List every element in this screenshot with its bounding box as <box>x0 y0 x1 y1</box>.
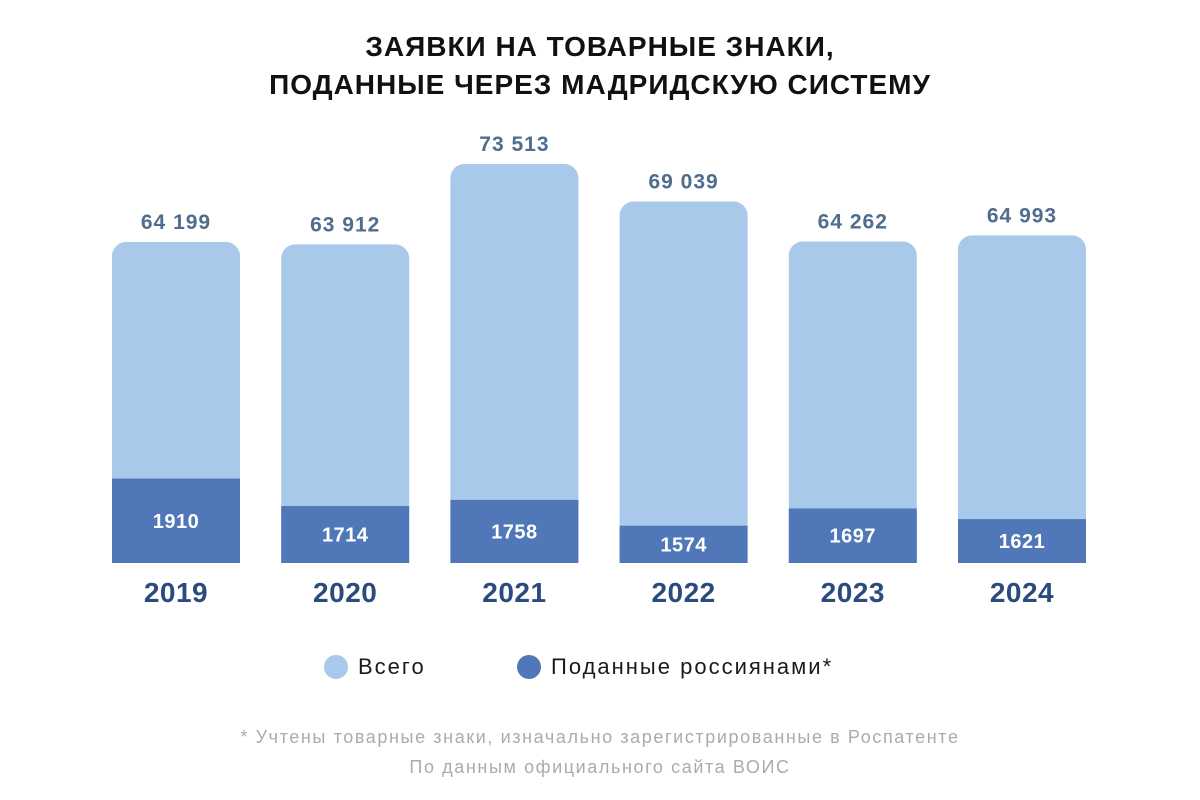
bar-chart: 64 199 1910 2019 63 912 1714 2020 73 513 1758 20… <box>112 133 1086 608</box>
value-label-total-2020: 63 912 <box>310 213 380 236</box>
bar-total-2020 <box>281 244 410 563</box>
category-label-2024: 2024 <box>990 577 1054 608</box>
value-label-russian-2023: 1697 <box>830 526 877 548</box>
bar-russian-2023 <box>788 508 917 563</box>
legend-label-russian: Поданные россиянами* <box>551 654 834 679</box>
value-label-total-2019: 64 199 <box>141 211 211 234</box>
value-label-russian-2020: 1714 <box>322 525 369 547</box>
bar-total-2022 <box>619 201 748 563</box>
chart-title: ЗАЯВКИ НА ТОВАРНЫЕ ЗНАКИ, ПОДАННЫЕ ЧЕРЕЗ… <box>269 31 931 100</box>
legend-swatch-russian <box>517 655 541 679</box>
value-label-russian-2021: 1758 <box>491 521 538 543</box>
bar-total-2021 <box>450 164 579 563</box>
category-label-2023: 2023 <box>821 577 885 608</box>
category-label-2020: 2020 <box>313 577 377 608</box>
bar-russian-2021 <box>450 499 579 563</box>
value-label-total-2023: 64 262 <box>818 211 888 234</box>
value-label-russian-2024: 1621 <box>999 531 1046 553</box>
bar-russian-2020 <box>281 506 410 563</box>
value-label-total-2021: 73 513 <box>479 133 549 156</box>
bar-russian-2019 <box>112 478 240 563</box>
legend-item-russian: Поданные россиянами* <box>517 655 833 679</box>
category-label-2021: 2021 <box>482 577 546 608</box>
category-label-2022: 2022 <box>651 577 715 608</box>
footnote-note: * Учтены товарные знаки, изначально заре… <box>240 727 960 747</box>
legend-label-total: Всего <box>358 654 426 679</box>
value-label-total-2024: 64 993 <box>987 204 1057 227</box>
value-label-total-2022: 69 039 <box>648 170 718 193</box>
bar-total-2024 <box>958 235 1086 564</box>
bar-russian-2024 <box>958 519 1086 563</box>
bar-russian-2022 <box>619 525 748 563</box>
legend-swatch-total <box>324 655 348 679</box>
bar-total-2023 <box>788 241 917 564</box>
category-label-2019: 2019 <box>144 577 208 608</box>
footnote-source: По данным официального сайта ВОИС <box>409 757 791 777</box>
value-label-russian-2022: 1574 <box>660 534 707 556</box>
value-label-russian-2019: 1910 <box>153 511 200 533</box>
footnotes: * Учтены товарные знаки, изначально заре… <box>0 722 1200 782</box>
legend-item-total: Всего <box>324 655 426 679</box>
